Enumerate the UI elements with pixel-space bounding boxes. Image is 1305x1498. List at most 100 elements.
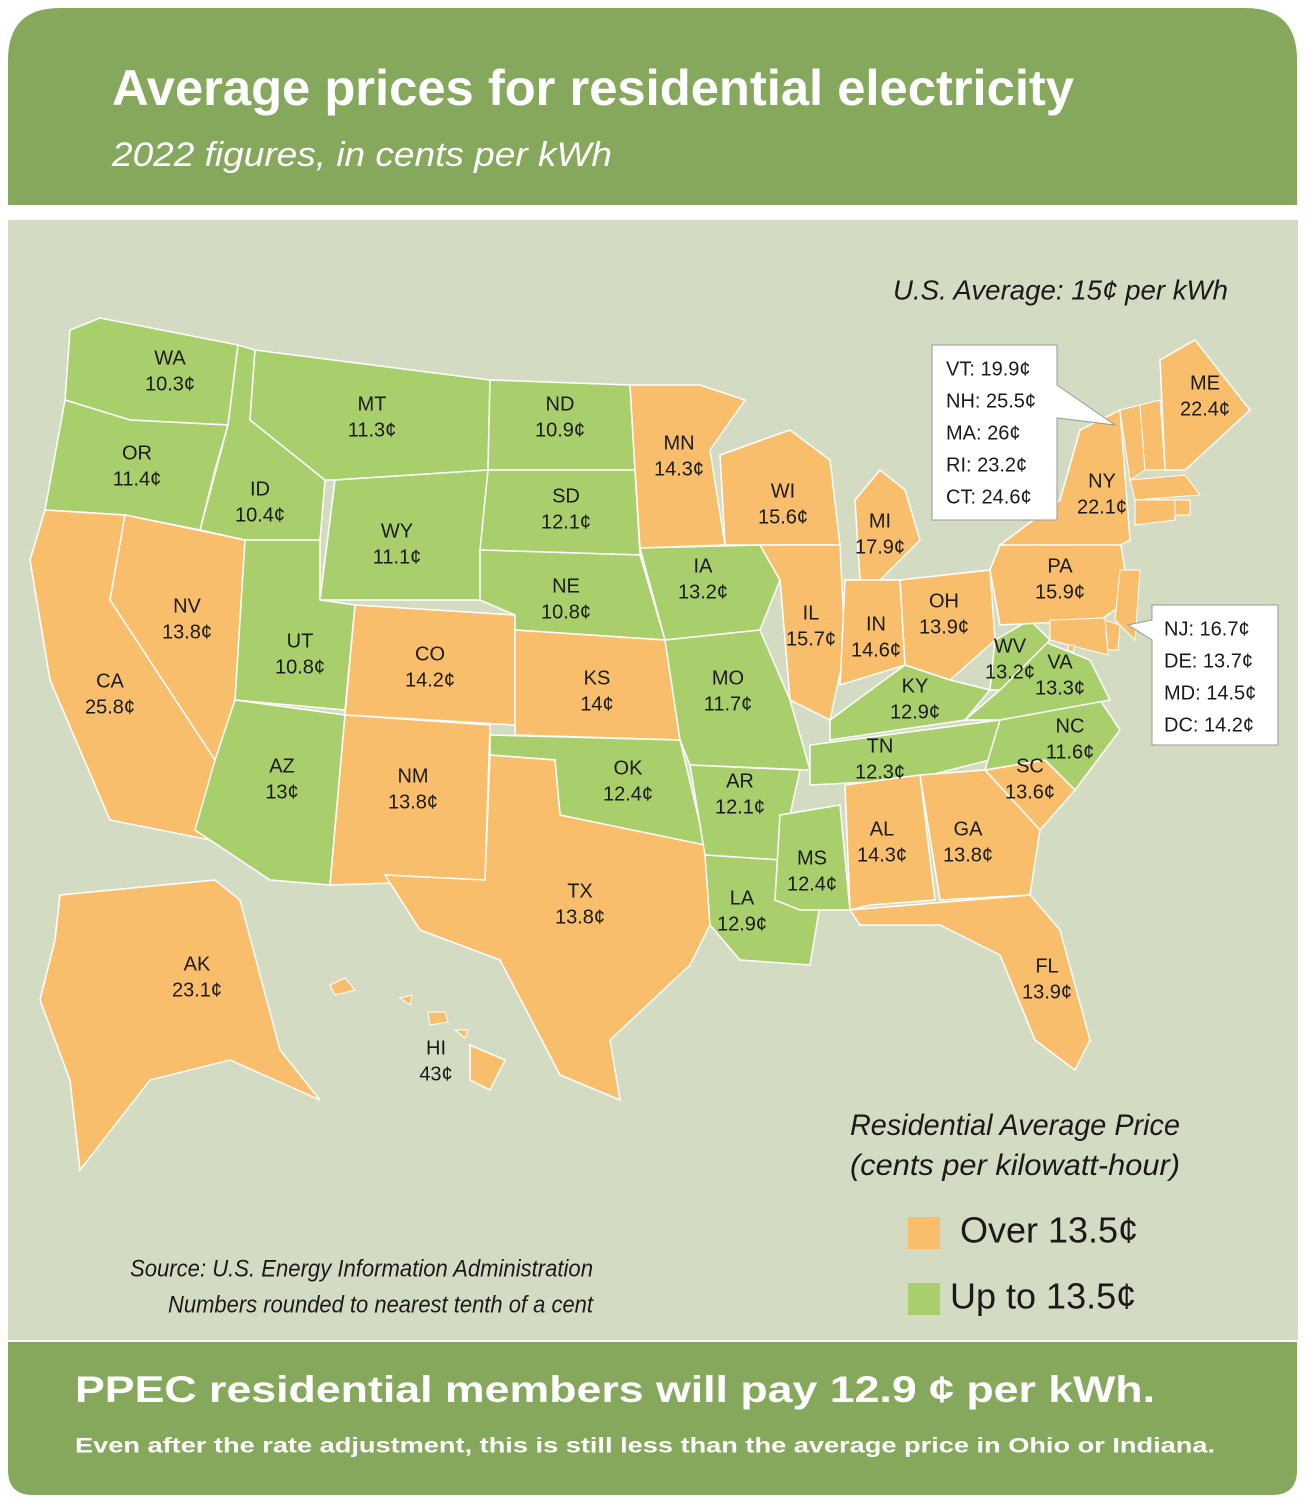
state-price: 15.7¢ [786, 628, 836, 650]
island [398, 994, 413, 1006]
state-shape [1174, 499, 1191, 516]
callout-entry: MD: 14.5¢ [1164, 682, 1256, 704]
state-price: 13.9¢ [1022, 981, 1072, 1003]
state-abbr: PA [1047, 555, 1073, 577]
state-abbr: TX [567, 880, 593, 902]
state-abbr: WI [771, 480, 795, 502]
state-price: 12.9¢ [717, 913, 767, 935]
legend-title: Residential Average Price [850, 1109, 1180, 1142]
callout-entry: RI: 23.2¢ [946, 454, 1027, 476]
callout-box [1126, 604, 1279, 746]
state-price: 22.1¢ [1077, 496, 1127, 518]
state-abbr: OH [929, 590, 959, 612]
state-price: 15.6¢ [758, 506, 808, 528]
title: Average prices for residential electrici… [112, 60, 1074, 116]
footer-band [8, 1342, 1297, 1495]
state-shape [629, 384, 747, 549]
state-shape [1129, 474, 1201, 501]
callouts: VT: 19.9¢ NH: 25.5¢ MA: 26¢ RI: 23.2¢ CT: 24… [931, 344, 1279, 746]
state-abbr: TN [867, 735, 894, 757]
callout-entry: CT: 24.6¢ [946, 486, 1032, 508]
state-price: 12.4¢ [603, 783, 653, 805]
header-band [8, 8, 1297, 205]
state-price: 10.8¢ [275, 656, 325, 678]
callout-entry: DC: 14.2¢ [1164, 714, 1254, 736]
state-abbr: AL [870, 818, 894, 840]
legend-swatch [908, 1283, 940, 1315]
state-abbr: HI [426, 1037, 446, 1059]
state-price: 11.7¢ [704, 693, 753, 715]
state-price: 25.8¢ [85, 696, 135, 718]
legend: Over 13.5¢ Up to 13.5¢ [908, 1210, 1138, 1317]
state-abbr: NY [1088, 470, 1116, 492]
state-abbr: ID [250, 478, 270, 500]
state-price: 12.1¢ [715, 796, 765, 818]
state-abbr: GA [954, 818, 984, 840]
state-abbr: OK [614, 757, 644, 779]
state-shapes [29, 317, 1252, 1172]
state-abbr: SD [552, 485, 580, 507]
state-price: 10.8¢ [541, 601, 591, 623]
state-price: 12.3¢ [855, 761, 905, 783]
island [427, 1011, 449, 1026]
state-price: 11.6¢ [1046, 741, 1095, 763]
state-shape [469, 1043, 507, 1092]
state-abbr: ND [546, 393, 575, 415]
callout-entry: MA: 26¢ [946, 422, 1020, 444]
state-abbr: MO [712, 667, 744, 689]
state-abbr: ME [1190, 372, 1220, 394]
legend-swatch [908, 1217, 940, 1249]
state-price: 13.8¢ [943, 844, 993, 866]
state-abbr: NC [1056, 715, 1085, 737]
state-price: 13.2¢ [678, 581, 728, 603]
state-price: 11.1¢ [373, 546, 422, 568]
state-price: 23.1¢ [172, 979, 222, 1001]
state-shape [899, 569, 996, 681]
callout-entry: NH: 25.5¢ [946, 390, 1036, 412]
state-abbr: AK [184, 953, 211, 975]
state-abbr: MT [358, 393, 387, 415]
state-shape [39, 879, 321, 1172]
state-price: 14.3¢ [857, 844, 907, 866]
legend-title: (cents per kilowatt-hour) [850, 1149, 1180, 1182]
state-abbr: MN [663, 432, 694, 454]
state-abbr: UT [287, 630, 314, 652]
state-abbr: NV [173, 595, 201, 617]
state-shape [1134, 499, 1176, 526]
legend-label: Up to 13.5¢ [950, 1276, 1136, 1317]
state-abbr: MI [869, 510, 891, 532]
state-price: 12.4¢ [787, 873, 837, 895]
state-abbr: CA [96, 670, 124, 692]
state-price: 13.8¢ [162, 621, 212, 643]
island [453, 1029, 469, 1039]
footer-headline: PPEC residential members will pay 12.9 ¢… [75, 1369, 1155, 1410]
state-labels: WA 10.3¢ OR 11.4¢ CA 25.8¢ NV 13.8¢ ID 10.4¢ MT 11.… [85, 347, 1230, 1085]
state-abbr: WV [994, 635, 1027, 657]
legend-label: Over 13.5¢ [960, 1210, 1138, 1251]
state-price: 12.9¢ [890, 701, 940, 723]
state-price: 13.2¢ [985, 661, 1035, 683]
state-shape [383, 754, 711, 1102]
state-price: 13.3¢ [1035, 677, 1085, 699]
state-price: 11.4¢ [113, 468, 162, 490]
state-abbr: OR [122, 442, 152, 464]
subtitle: 2022 figures, in cents per kWh [111, 136, 612, 174]
state-abbr: KY [902, 675, 929, 697]
state-price: 13¢ [265, 781, 298, 803]
state-abbr: FL [1035, 955, 1058, 977]
state-abbr: NE [552, 575, 580, 597]
state-abbr: WA [154, 347, 186, 369]
state-price: 43¢ [419, 1063, 452, 1085]
state-price: 10.4¢ [235, 504, 285, 526]
callout-entry: VT: 19.9¢ [946, 358, 1031, 380]
state-abbr: AR [726, 770, 754, 792]
source: Source: U.S. Energy Information Administ… [130, 1255, 593, 1282]
state-abbr: VA [1047, 651, 1073, 673]
state-price: 17.9¢ [855, 536, 905, 558]
state-price: 11.3¢ [348, 419, 397, 441]
state-price: 13.8¢ [388, 791, 438, 813]
state-shape [844, 774, 936, 911]
state-shape [1114, 569, 1141, 642]
state-shape [848, 894, 1091, 1072]
